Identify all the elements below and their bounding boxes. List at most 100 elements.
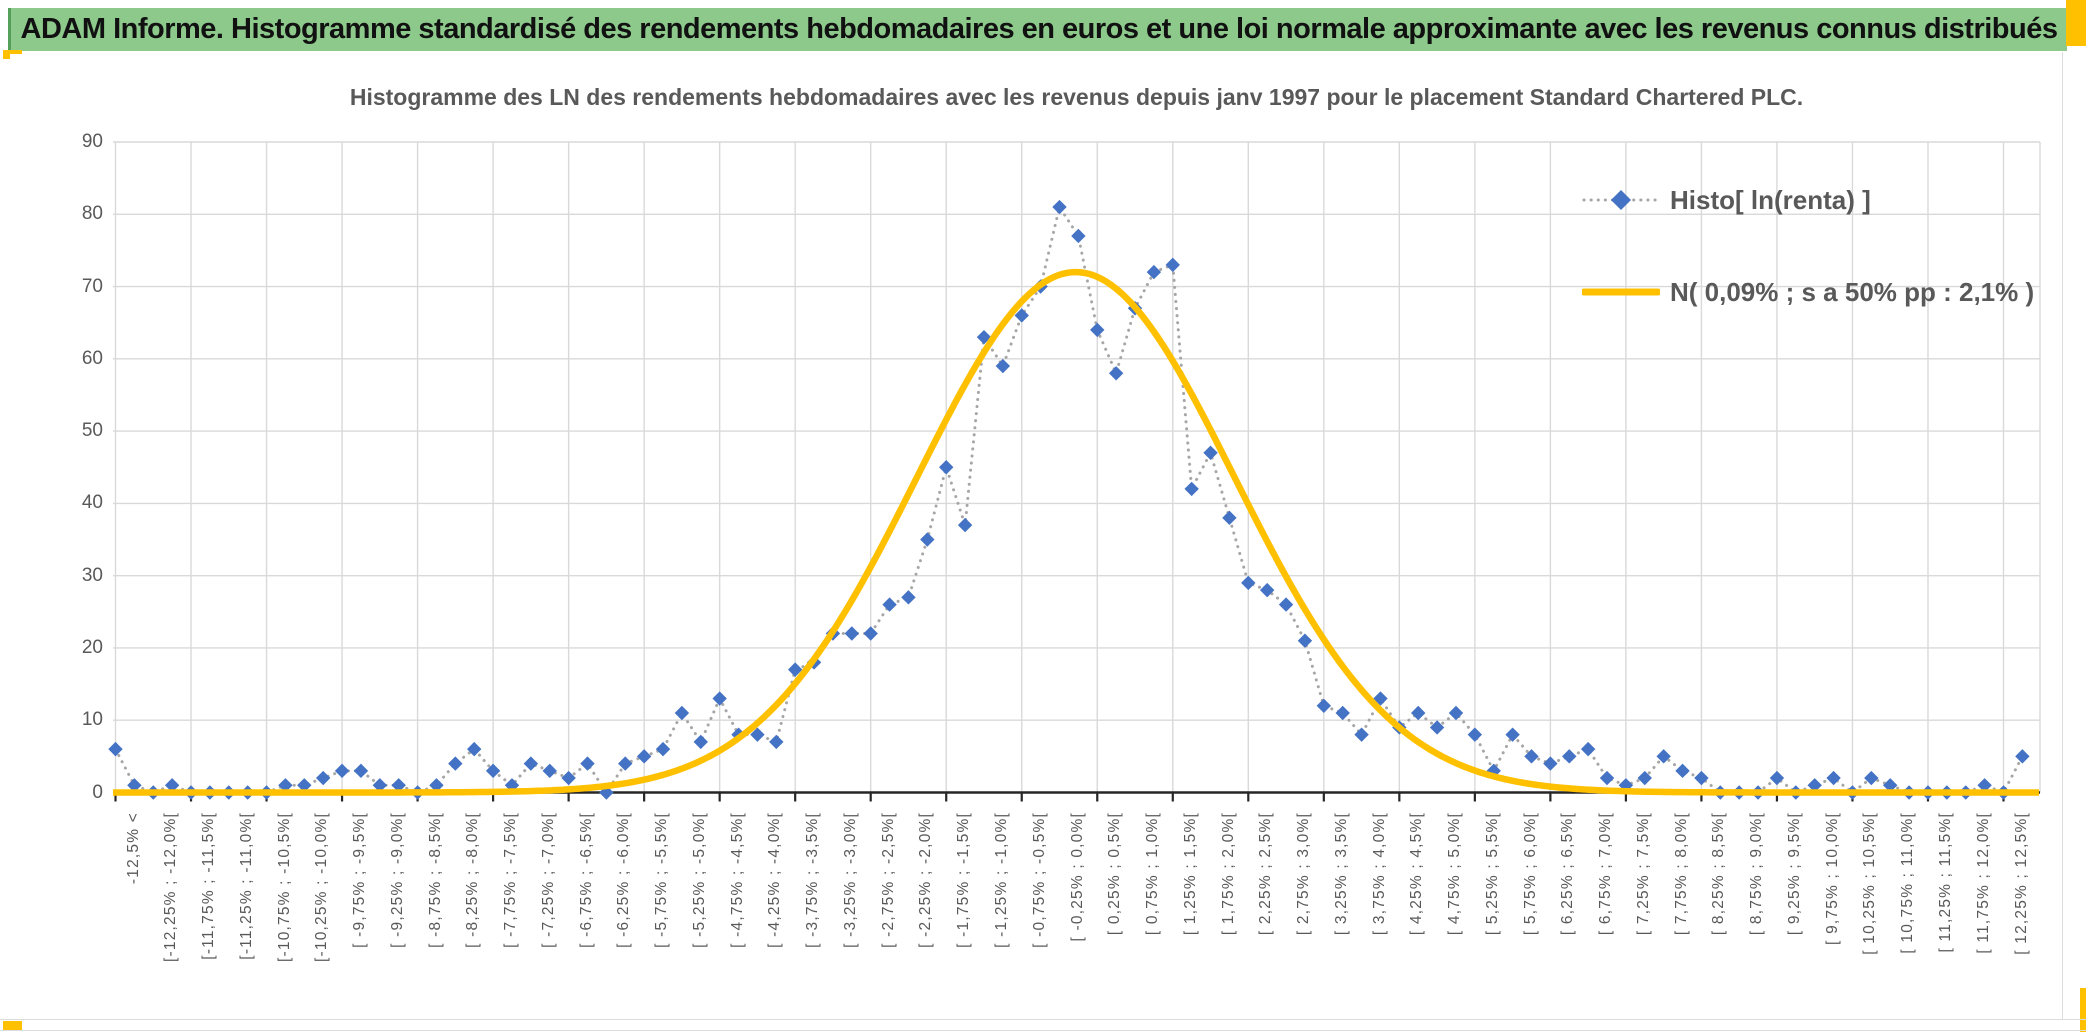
data-point-diamond: [1373, 691, 1388, 706]
x-axis-label: [ -0,25% ; 0,0%[: [1068, 812, 1086, 942]
x-axis-label: [ 0,75% ; 1,0%[: [1144, 812, 1162, 936]
x-axis-label: [ -6,25% ; -6,0%[: [615, 812, 633, 948]
x-axis-label: [-10,75% ; -10,5%[: [275, 812, 293, 962]
data-point-diamond: [1505, 727, 1520, 742]
x-axis-label: [ 8,75% ; 9,0%[: [1748, 812, 1766, 936]
x-axis-label: [ -4,25% ; -4,0%[: [766, 812, 784, 948]
legend-entry-histogram[interactable]: Histo[ ln(renta) ]: [1582, 175, 2034, 225]
data-point-diamond: [1411, 705, 1426, 721]
x-axis-label: [ 0,25% ; 0,5%[: [1106, 812, 1124, 936]
data-point-diamond: [523, 756, 539, 771]
data-point-diamond: [863, 626, 878, 641]
data-point-diamond: [1241, 575, 1256, 591]
legend-label-normal: N( 0,09% ; s a 50% pp : 2,1% ): [1670, 276, 2035, 307]
data-point-diamond: [674, 705, 690, 721]
x-axis-label: [-10,25% ; -10,0%[: [313, 812, 331, 962]
data-point-diamond: [561, 770, 576, 786]
data-point-diamond: [712, 691, 727, 706]
x-axis-label: [ -3,75% ; -3,5%[: [804, 812, 822, 948]
x-axis-label: [ 3,75% ; 4,0%[: [1370, 812, 1388, 936]
data-point-diamond: [1864, 770, 1879, 786]
data-point-diamond: [1335, 705, 1350, 721]
x-axis-label: [ -8,75% ; -8,5%[: [426, 812, 444, 948]
data-point-diamond: [1108, 366, 1124, 381]
x-axis-label: [ -7,25% ; -7,0%[: [539, 812, 557, 948]
x-axis-label: [-11,75% ; -11,5%[: [200, 812, 218, 960]
x-axis-label: [ 11,75% ; 12,0%[: [1974, 812, 1992, 954]
data-point-diamond: [334, 763, 350, 779]
x-axis-label: [ -0,75% ; -0,5%[: [1030, 812, 1048, 948]
legend-marker-gold-line: [1582, 288, 1660, 296]
x-axis-label: [ 7,75% ; 8,0%[: [1672, 812, 1690, 936]
banner-text: ADAM Informe. Histogramme standardisé de…: [20, 13, 2058, 45]
data-point-diamond: [1448, 705, 1464, 721]
legend-label-histogram: Histo[ ln(renta) ]: [1670, 184, 1871, 215]
data-point-diamond: [1599, 770, 1615, 786]
data-point-diamond: [1769, 770, 1785, 786]
sheet-col-line: [2062, 52, 2063, 1019]
y-axis-label: 0: [92, 781, 103, 803]
x-axis-label: [ 5,25% ; 5,5%[: [1483, 812, 1501, 936]
x-axis-label: [ -6,75% ; -6,5%[: [577, 812, 595, 948]
y-axis-label: 60: [81, 347, 103, 369]
data-point-diamond: [108, 741, 123, 757]
data-point-diamond: [1543, 756, 1558, 771]
gold-cell-bottom-right: [2080, 988, 2086, 1032]
legend-entry-normal[interactable]: N( 0,09% ; s a 50% pp : 2,1% ): [1582, 267, 2034, 317]
chart-legend: Histo[ ln(renta) ] N( 0,09% ; s a 50% pp…: [1582, 175, 2034, 359]
y-axis-label: 30: [81, 564, 103, 586]
data-point-diamond: [787, 662, 803, 677]
data-point-diamond: [976, 329, 992, 345]
data-point-diamond: [1222, 510, 1237, 526]
x-axis-label: [ 2,75% ; 3,0%[: [1295, 812, 1313, 936]
data-point-diamond: [1014, 308, 1029, 323]
data-point-diamond: [1316, 698, 1332, 713]
chart-title: Histogramme des LN des rendements hebdom…: [349, 84, 1804, 110]
x-axis-label: [ 6,25% ; 6,5%[: [1559, 812, 1577, 936]
data-point-diamond: [939, 460, 954, 475]
x-axis-label: [ 10,75% ; 11,0%[: [1899, 812, 1917, 954]
x-axis-label: [ 2,25% ; 2,5%[: [1257, 812, 1275, 936]
y-axis-label: 50: [81, 420, 103, 442]
data-point-diamond: [1580, 741, 1596, 757]
data-point-diamond: [1883, 778, 1898, 793]
gold-cell-top-right: [2066, 0, 2086, 46]
data-point-diamond: [1071, 228, 1086, 244]
data-point-diamond: [693, 734, 708, 750]
x-axis-label: [ 4,75% ; 5,0%[: [1446, 812, 1464, 936]
x-axis-label: [-12,25% ; -12,0%[: [162, 812, 180, 962]
data-point-diamond: [1354, 727, 1369, 742]
data-point-diamond: [1977, 778, 1992, 793]
x-axis-label: [ 6,75% ; 7,0%[: [1597, 812, 1615, 936]
data-point-diamond: [429, 778, 444, 793]
data-point-diamond: [1052, 199, 1067, 215]
data-point-diamond: [467, 741, 482, 757]
data-point-diamond: [485, 763, 501, 779]
data-point-diamond: [391, 778, 406, 793]
data-point-diamond: [769, 734, 784, 750]
x-axis-label: [ -4,75% ; -4,5%[: [728, 812, 746, 948]
x-axis-label: [ -1,75% ; -1,5%[: [955, 812, 973, 948]
data-point-diamond: [1203, 445, 1218, 460]
x-axis-label: [ -5,75% ; -5,5%[: [653, 812, 671, 948]
data-point-diamond: [1165, 257, 1180, 273]
x-axis-label: [ -1,25% ; -1,0%[: [992, 812, 1010, 948]
data-point-diamond: [655, 741, 671, 757]
data-point-diamond: [315, 770, 331, 786]
data-point-diamond: [1524, 749, 1539, 764]
data-point-diamond: [920, 532, 935, 547]
data-point-diamond: [1656, 749, 1671, 764]
data-point-diamond: [542, 763, 557, 779]
data-point-diamond: [1637, 770, 1652, 786]
data-point-diamond: [127, 778, 142, 793]
data-point-diamond: [636, 749, 652, 764]
data-point-diamond: [372, 778, 388, 793]
y-axis-label: 70: [81, 275, 103, 297]
data-point-diamond: [278, 778, 293, 793]
data-point-diamond: [1675, 763, 1690, 779]
normal-curve: [112, 268, 2040, 796]
data-point-diamond: [1562, 749, 1577, 764]
x-axis-label: [ 10,25% ; 10,5%[: [1861, 812, 1879, 955]
x-axis-label: [ 12,25% ; 12,5%[: [2012, 812, 2030, 955]
x-axis-label: [ 3,25% ; 3,5%[: [1332, 812, 1350, 936]
